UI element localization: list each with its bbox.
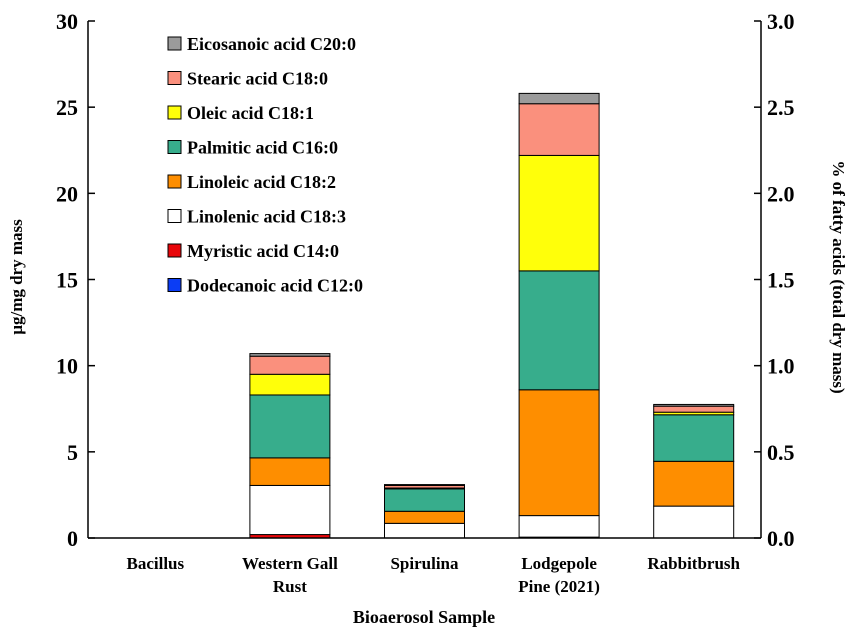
bar-segment — [518, 103, 600, 156]
legend-swatch — [167, 278, 182, 292]
bars-layer: Bacillus Western Gall Rust Spirulina Lodgepo… — [126, 92, 741, 596]
legend-swatch — [167, 105, 182, 120]
legend-label: Stearic acid C18:0 — [187, 69, 328, 89]
bar-segment — [249, 353, 331, 357]
legend-swatch — [167, 140, 182, 154]
bar-segment — [653, 403, 735, 407]
bar-segment — [518, 270, 600, 391]
bar-segment — [249, 373, 331, 396]
y-tick-label: 0 — [67, 526, 78, 551]
legend-swatch — [167, 243, 182, 258]
legend-swatch — [167, 71, 182, 85]
bar-segment — [653, 405, 735, 413]
x-tick-label: Rust — [273, 577, 307, 596]
axes: 0 5 10 15 20 25 30 0.0 0.5 1.0 1.5 2.0 2.5 3.0 — [56, 9, 795, 551]
bar-segment — [653, 460, 735, 507]
legend: Eicosanoic acid C20:0 Stearic acid C18:0 O… — [167, 34, 363, 296]
y2-tick-label: 3.0 — [767, 9, 795, 34]
legend-label: Eicosanoic acid C20:0 — [187, 34, 356, 54]
x-tick-label: Bacillus — [126, 554, 184, 573]
bar-segment — [653, 505, 735, 539]
legend-swatch — [167, 36, 182, 51]
x-tick-label: Spirulina — [390, 554, 459, 573]
bar-segment — [384, 522, 465, 539]
y-axis-title: µg/mg dry mass — [7, 219, 26, 335]
bar-segment — [518, 515, 600, 538]
y-tick-label: 15 — [56, 268, 78, 293]
y2-tick-label: 1.5 — [767, 268, 795, 293]
legend-swatch — [167, 209, 182, 223]
bar-segment — [518, 389, 600, 517]
bar-segment — [518, 92, 600, 105]
legend-swatch — [167, 174, 182, 189]
bar-segment — [384, 488, 465, 512]
legend-label: Myristic acid C14:0 — [187, 241, 339, 261]
bar-segment — [249, 484, 331, 536]
x-tick-label: Lodgepole — [521, 554, 597, 573]
legend-label: Dodecanoic acid C12:0 — [187, 276, 363, 296]
y-tick-label: 20 — [56, 181, 78, 206]
y2-tick-label: 0.0 — [767, 526, 795, 551]
legend-label: Palmitic acid C16:0 — [187, 138, 338, 158]
x-tick-label: Pine (2021) — [518, 577, 600, 596]
bar-segment — [384, 510, 465, 524]
y-tick-label: 5 — [67, 440, 78, 465]
x-tick-label: Western Gall — [242, 554, 338, 573]
legend-label: Linoleic acid C18:2 — [187, 172, 336, 192]
bar-segment — [249, 355, 331, 375]
bar-segment — [249, 394, 331, 459]
y2-tick-label: 0.5 — [767, 440, 795, 465]
y2-tick-label: 2.0 — [767, 181, 795, 206]
bar-segment — [653, 414, 735, 462]
bar-segment — [384, 484, 465, 486]
x-tick-label: Rabbitbrush — [647, 554, 740, 573]
y-tick-label: 10 — [56, 354, 78, 379]
x-axis-title: Bioaerosol Sample — [353, 607, 495, 627]
y2-axis-title: % of fatty acids (total dry mass) — [829, 160, 848, 393]
bar-segment — [249, 457, 331, 486]
y-tick-label: 30 — [56, 9, 78, 34]
legend-label: Linolenic acid C18:3 — [187, 207, 346, 227]
y2-tick-label: 2.5 — [767, 95, 795, 120]
y2-tick-label: 1.0 — [767, 354, 795, 379]
y-tick-label: 25 — [56, 95, 78, 120]
legend-label: Oleic acid C18:1 — [187, 103, 314, 123]
bar-segment — [518, 154, 600, 272]
